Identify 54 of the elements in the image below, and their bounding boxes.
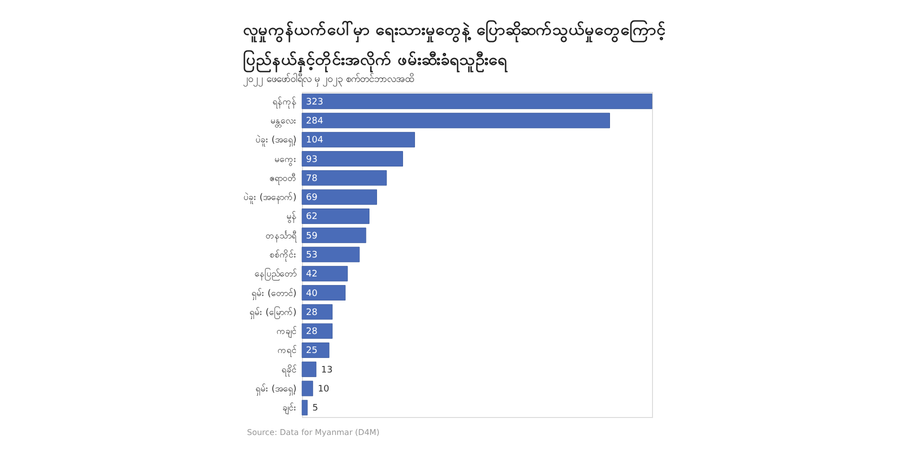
- y-tick-label: မွန်: [286, 211, 296, 224]
- data-label: 69: [306, 193, 318, 204]
- y-tick-label: တနင်္သာရီ: [266, 230, 298, 242]
- data-label: 78: [306, 174, 318, 184]
- source-note: Source: Data for Myanmar (D4M): [247, 428, 380, 437]
- y-tick-label: ပဲခူး (အရှေ့): [256, 134, 296, 147]
- chart-title: လူမှုကွန်ယက်ပေါ်မှာ ရေးသားမှုတွေနဲ့ ပြောဆိုဆက်သွယ်မှုတွေကြောင့် ပြည်နယ်နှင့်တိုင်းအလိုက် ဖမ်းဆီးခံရသူဦးရေ: [243, 19, 666, 73]
- data-label: 53: [306, 250, 318, 260]
- data-label: 62: [306, 212, 318, 222]
- data-label: 28: [306, 308, 318, 318]
- bar: [302, 246, 360, 262]
- bar: [302, 94, 652, 110]
- bar: [302, 380, 314, 396]
- bar: [302, 266, 348, 282]
- bar: [302, 208, 370, 224]
- bar: [302, 362, 316, 378]
- bar: [302, 304, 333, 320]
- y-tick-label: ကချင်: [276, 326, 298, 338]
- bar: [302, 112, 610, 128]
- data-label: 28: [306, 327, 318, 338]
- data-label: 42: [306, 270, 318, 280]
- y-tick-label: ရှမ်း (မြောက်): [250, 306, 296, 319]
- y-tick-label: ရှမ်း (တောင်): [252, 288, 296, 300]
- data-label: 13: [321, 365, 333, 376]
- bar: [302, 228, 366, 244]
- data-label: 284: [306, 116, 324, 127]
- bar: [302, 400, 308, 416]
- bar: [302, 342, 330, 358]
- data-label: 25: [306, 346, 318, 356]
- bar: [302, 189, 378, 205]
- data-label: 59: [306, 231, 318, 242]
- y-tick-label: မကွေး: [274, 154, 296, 166]
- y-tick-label: စစ်ကိုင်း: [270, 250, 296, 262]
- data-label: 40: [306, 288, 318, 299]
- bar: [302, 151, 404, 167]
- y-tick-label: ဧရာဝတီ: [270, 172, 296, 185]
- y-tick-label: ပဲခူး (အနောက်): [244, 192, 296, 204]
- y-tick-label: ရှမ်း (အရှေ့): [256, 383, 296, 396]
- data-label: 323: [306, 97, 324, 108]
- chart-subtitle: ၂၀၂၂ ဖေဖော်ဝါရီလ မှ ၂၀၂၃ စက်တင်ဘာလအထိ: [243, 72, 414, 87]
- y-tick-label: နေပြည်တော်: [254, 268, 298, 281]
- data-label: 104: [306, 136, 324, 146]
- y-tick-label: မန္တလေး: [270, 116, 296, 128]
- y-tick-label: ရခိုင်: [282, 364, 298, 376]
- data-label: 10: [318, 384, 330, 394]
- bar: [302, 285, 346, 300]
- y-tick-label: ချင်း: [282, 402, 296, 415]
- y-tick-label: ရန်ကုန်: [272, 96, 296, 108]
- y-tick-label: ကရင်: [278, 345, 298, 358]
- bar: [302, 170, 387, 186]
- data-label: 93: [306, 154, 318, 165]
- bar: [302, 323, 333, 339]
- data-label: 5: [312, 404, 318, 414]
- bar: [302, 132, 415, 148]
